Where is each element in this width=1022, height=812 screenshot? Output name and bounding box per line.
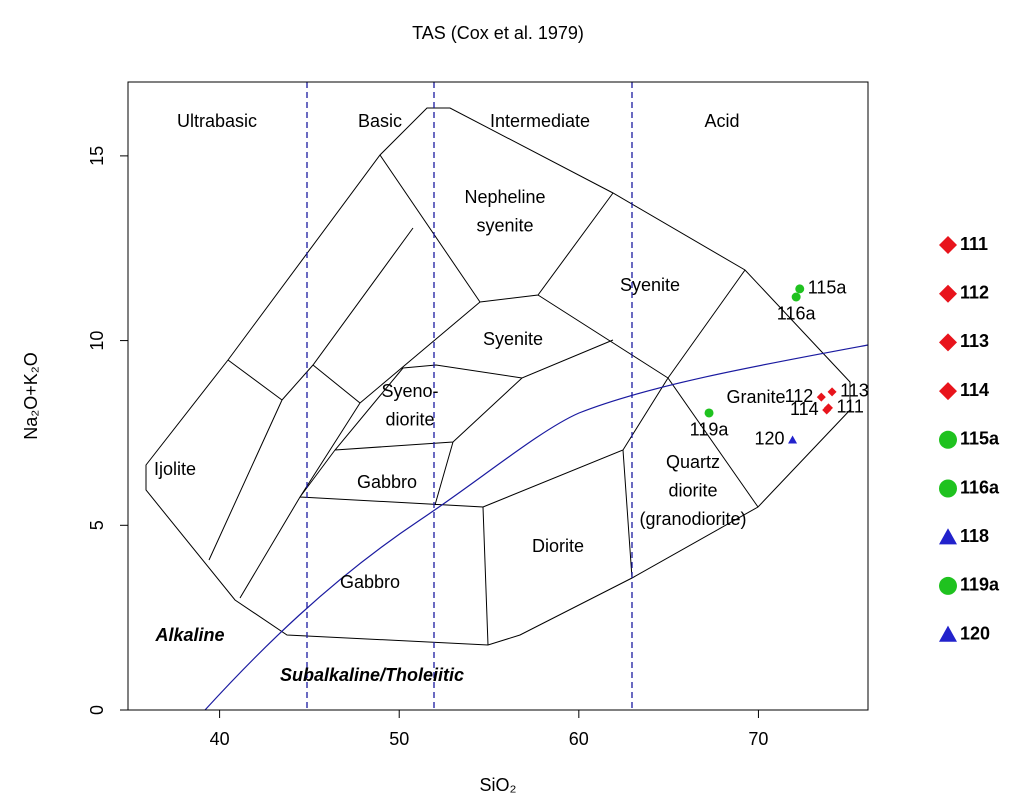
x-tick-label: 70 (748, 729, 768, 749)
legend-marker (939, 382, 957, 401)
field-label: Nepheline (464, 187, 545, 207)
data-point (816, 392, 826, 402)
y-axis-label: Na₂O+K₂O (21, 352, 41, 440)
point-label: 116a (777, 304, 817, 324)
data-point (791, 292, 801, 302)
point-label: 120 (755, 429, 785, 449)
series-label: Alkaline (154, 625, 224, 645)
legend-label: 118 (960, 526, 989, 546)
legend-label: 115a (960, 429, 1000, 449)
legend-marker (939, 625, 957, 642)
legend-marker (939, 284, 957, 303)
x-axis-label: SiO₂ (480, 775, 517, 795)
field-label: Syenite (620, 275, 680, 295)
chart-title: TAS (Cox et al. 1979) (412, 23, 584, 43)
data-point (788, 435, 798, 444)
x-tick-label: 40 (210, 729, 230, 749)
region-label: Acid (704, 111, 739, 131)
legend-marker (939, 576, 957, 595)
region-label: Intermediate (490, 111, 590, 131)
field-label: Syeno- (381, 381, 438, 401)
x-tick-label: 60 (569, 729, 589, 749)
y-tick-label: 15 (87, 146, 107, 166)
y-tick-label: 5 (87, 520, 107, 530)
legend-label: 111 (960, 234, 988, 254)
legend-marker (939, 333, 957, 352)
field-label: diorite (385, 409, 434, 429)
series-label: Subalkaline/Tholeiitic (280, 665, 464, 685)
y-tick-label: 0 (87, 705, 107, 715)
legend-marker (939, 236, 957, 254)
field-label: Ijolite (154, 459, 196, 479)
field-label: diorite (668, 480, 717, 500)
legend-label: 112 (960, 282, 989, 302)
field-label: Gabbro (357, 472, 417, 492)
field-boundaries (145, 107, 851, 646)
point-label: 115a (808, 278, 848, 298)
plot-frame (127, 81, 869, 711)
field-label: Syenite (483, 329, 543, 349)
point-label: 112 (785, 386, 814, 406)
legend-marker (939, 479, 957, 498)
y-tick-label: 10 (87, 331, 107, 351)
data-point (822, 405, 832, 415)
x-tick-label: 50 (389, 729, 409, 749)
data-point (795, 284, 805, 294)
point-label: 119a (690, 420, 730, 440)
legend-label: 113 (960, 331, 989, 351)
point-label: 111 (836, 397, 863, 417)
legend-marker (939, 430, 957, 449)
point-label: 113 (840, 381, 869, 401)
data-point (827, 387, 837, 397)
field-label: Quartz (666, 452, 720, 472)
point-label: 114 (790, 399, 819, 419)
legend-label: 114 (960, 380, 989, 400)
legend-label: 120 (960, 623, 990, 643)
field-label: (granodiorite) (639, 509, 746, 529)
field-label: Diorite (532, 536, 584, 556)
legend-label: 119a (960, 575, 1000, 595)
field-label: syenite (476, 215, 533, 235)
data-point (704, 408, 714, 418)
legend-label: 116a (960, 477, 1000, 497)
dividers (306, 82, 633, 710)
field-label: Gabbro (340, 572, 400, 592)
field-label: Granite (726, 387, 785, 407)
alkaline-divider (204, 344, 869, 711)
region-label: Ultrabasic (177, 111, 257, 131)
legend-marker (939, 528, 957, 545)
region-label: Basic (358, 111, 402, 131)
